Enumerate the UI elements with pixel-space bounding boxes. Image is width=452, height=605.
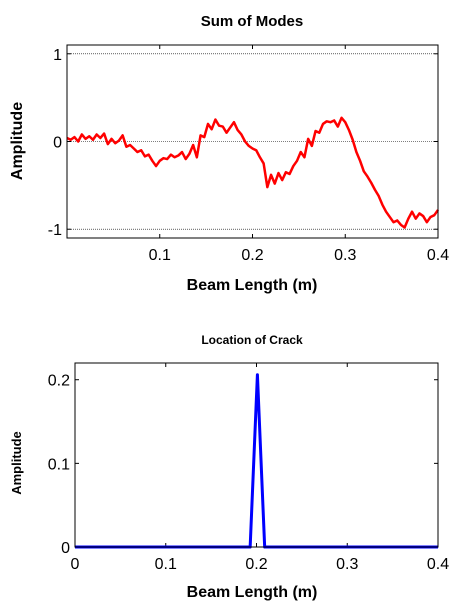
y-tick-label: 0 [61, 540, 70, 557]
y-axis-label: Amplitude [9, 431, 24, 495]
tick-labels: 0 0.1 0.2 0.3 0.4 0 0.1 0.2 [48, 373, 449, 573]
x-tick-label: 0.3 [336, 556, 358, 573]
x-axis-label: Beam Length (m) [187, 584, 318, 601]
x-tick-label: 0.2 [241, 247, 263, 264]
y-tick-label: 1 [53, 47, 62, 64]
y-tick-label: -1 [48, 222, 62, 239]
plot-frame [74, 362, 439, 548]
x-tick-label: 0.4 [427, 247, 449, 264]
x-tick-label: 0.2 [245, 556, 267, 573]
x-tick-label: 0.1 [149, 247, 171, 264]
y-axis-label: Amplitude [9, 102, 26, 180]
series-line [75, 373, 438, 549]
y-tick-label: 0 [53, 135, 62, 152]
location-of-crack-chart: Location of Crack Beam Length (m) Amplit… [9, 333, 449, 601]
x-tick-label: 0 [71, 556, 80, 573]
chart-title: Sum of Modes [201, 13, 304, 30]
chart-title: Location of Crack [201, 333, 303, 347]
series-line [66, 116, 440, 229]
axis-ticks [67, 45, 439, 238]
x-tick-label: 0.1 [155, 556, 177, 573]
x-tick-label: 0.3 [334, 247, 356, 264]
x-axis-label: Beam Length (m) [187, 277, 318, 294]
y-tick-label: 0.2 [48, 373, 70, 390]
y-tick-label: 0.1 [48, 456, 70, 473]
plot-frame [66, 44, 439, 239]
x-tick-label: 0.4 [427, 556, 449, 573]
tick-labels: 0.1 0.2 0.3 0.4 -1 0 1 [48, 47, 449, 264]
sum-of-modes-chart: Sum of Modes Beam Length (m) Amplitude 0… [9, 13, 449, 294]
series-layer [75, 373, 438, 549]
series-layer [66, 116, 440, 229]
